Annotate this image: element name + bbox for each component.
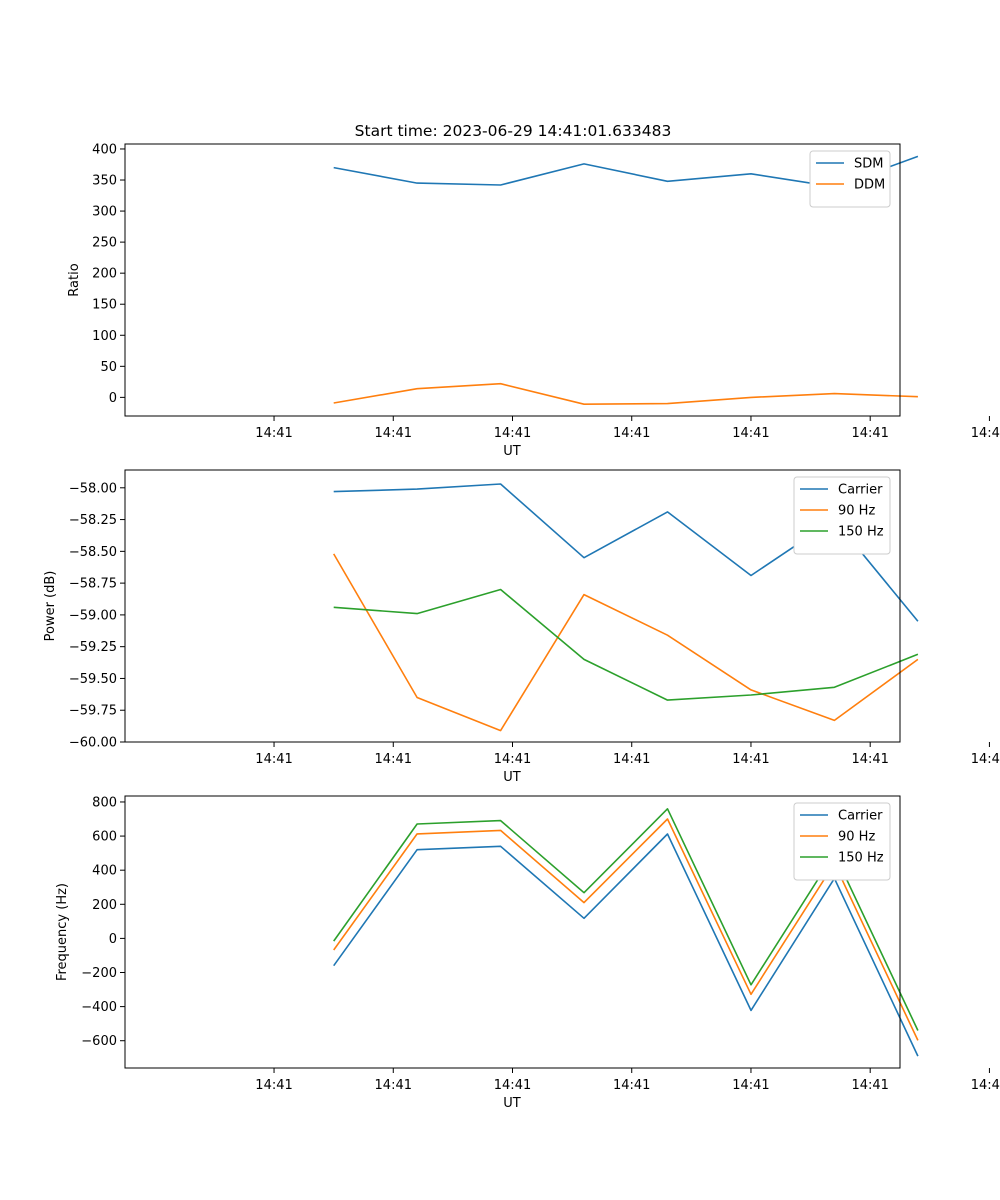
power-x-axis-label: UT (503, 770, 521, 785)
power-legend-label: 90 Hz (838, 504, 875, 519)
ratio-legend-box (809, 150, 891, 208)
chart-title: Start time: 2023-06-29 14:41:01.633483 (355, 122, 672, 140)
frequency-legend-label: 150 Hz (838, 851, 884, 866)
power-y-tick-label: −58.50 (69, 545, 117, 560)
power-x-tick-label: 14:41 (255, 752, 292, 767)
power-x-tick-label: 14:41 (851, 752, 888, 767)
frequency-legend-box (793, 802, 891, 881)
frequency-x-tick-label: 14:41 (613, 1078, 650, 1093)
frequency-y-axis-label: Frequency (Hz) (55, 883, 70, 981)
ratio-x-tick-label: 14:41 (732, 426, 769, 441)
power-y-tick-label: −58.00 (69, 481, 117, 496)
frequency-x-tick-label: 14:42 (971, 1078, 1000, 1093)
ratio-y-tick-label: 50 (100, 360, 117, 375)
frequency-y-tick-label: −600 (81, 1034, 117, 1049)
frequency-x-tick-label: 14:41 (851, 1078, 888, 1093)
power-panel: 14:41 14:41 14:41 14:41 14:41 14:41 14:42 −60.0… (43, 469, 1000, 785)
ratio-y-tick-label: 100 (92, 329, 117, 344)
ratio-y-tick-label: 0 (109, 391, 117, 406)
power-y-tick-label: −59.50 (69, 672, 117, 687)
ratio-x-tick-label: 14:41 (375, 426, 412, 441)
frequency-y-tick-label: −400 (81, 1000, 117, 1015)
power-legend: Carrier 90 Hz 150 Hz (793, 476, 891, 555)
frequency-panel: 14:41 14:41 14:41 14:41 14:41 14:41 14:42 −600 −… (55, 795, 1000, 1111)
power-x-tick-label: 14:41 (494, 752, 531, 767)
power-y-tick-label: −59.00 (69, 608, 117, 623)
frequency-series-carrier (333, 833, 919, 1057)
frequency-x-tick-label: 14:41 (732, 1078, 769, 1093)
ratio-legend-label: SDM (854, 157, 883, 172)
ratio-y-tick-label: 400 (92, 142, 117, 157)
power-x-tick-label: 14:42 (971, 752, 1000, 767)
ratio-y-tick-label: 300 (92, 205, 117, 220)
ratio-x-tick-label: 14:41 (851, 426, 888, 441)
frequency-x-tick-label: 14:41 (494, 1078, 531, 1093)
power-legend-box (793, 476, 891, 555)
ratio-y-axis-label: Ratio (67, 263, 82, 296)
power-y-tick-label: −59.25 (69, 640, 117, 655)
ratio-y-tick-label: 200 (92, 267, 117, 282)
frequency-x-tick-label: 14:41 (255, 1078, 292, 1093)
power-series-150-hz (333, 588, 919, 701)
frequency-series-90-hz (333, 818, 919, 1041)
frequency-y-tick-label: 600 (92, 830, 117, 845)
ratio-legend-label: DDM (854, 178, 885, 193)
frequency-legend-label: 90 Hz (838, 830, 875, 845)
power-y-tick-label: −60.00 (69, 736, 117, 751)
ratio-x-tick-label: 14:41 (494, 426, 531, 441)
frequency-y-tick-label: 800 (92, 795, 117, 810)
frequency-y-tick-label: 400 (92, 864, 117, 879)
power-legend-label: 150 Hz (838, 525, 884, 540)
ratio-panel: 14:41 14:41 14:41 14:41 14:41 14:41 14:42 0 50 10… (67, 142, 1000, 459)
ratio-x-tick-label: 14:41 (613, 426, 650, 441)
power-x-tick-label: 14:41 (613, 752, 650, 767)
power-y-axis-label: Power (dB) (43, 571, 58, 642)
power-legend-label: Carrier (838, 483, 883, 498)
ratio-y-tick-label: 150 (92, 298, 117, 313)
frequency-y-tick-label: 200 (92, 898, 117, 913)
power-x-tick-label: 14:41 (375, 752, 412, 767)
ratio-legend: SDM DDM (809, 150, 891, 208)
frequency-legend-label: Carrier (838, 809, 883, 824)
ratio-y-tick-label: 350 (92, 174, 117, 189)
frequency-y-tick-label: −200 (81, 966, 117, 981)
ratio-x-tick-label: 14:41 (255, 426, 292, 441)
frequency-x-tick-label: 14:41 (375, 1078, 412, 1093)
frequency-legend: Carrier 90 Hz 150 Hz (793, 802, 891, 881)
power-series-90-hz (333, 553, 919, 732)
power-y-tick-label: −59.75 (69, 704, 117, 719)
ratio-x-tick-label: 14:42 (971, 426, 1000, 441)
frequency-y-tick-label: 0 (109, 932, 117, 947)
power-y-tick-label: −58.75 (69, 577, 117, 592)
power-x-tick-label: 14:41 (732, 752, 769, 767)
frequency-x-axis-label: UT (503, 1096, 521, 1111)
ratio-series-ddm (333, 382, 918, 406)
ratio-x-axis-label: UT (503, 444, 521, 459)
power-y-tick-label: −58.25 (69, 513, 117, 528)
ratio-y-tick-label: 250 (92, 236, 117, 251)
